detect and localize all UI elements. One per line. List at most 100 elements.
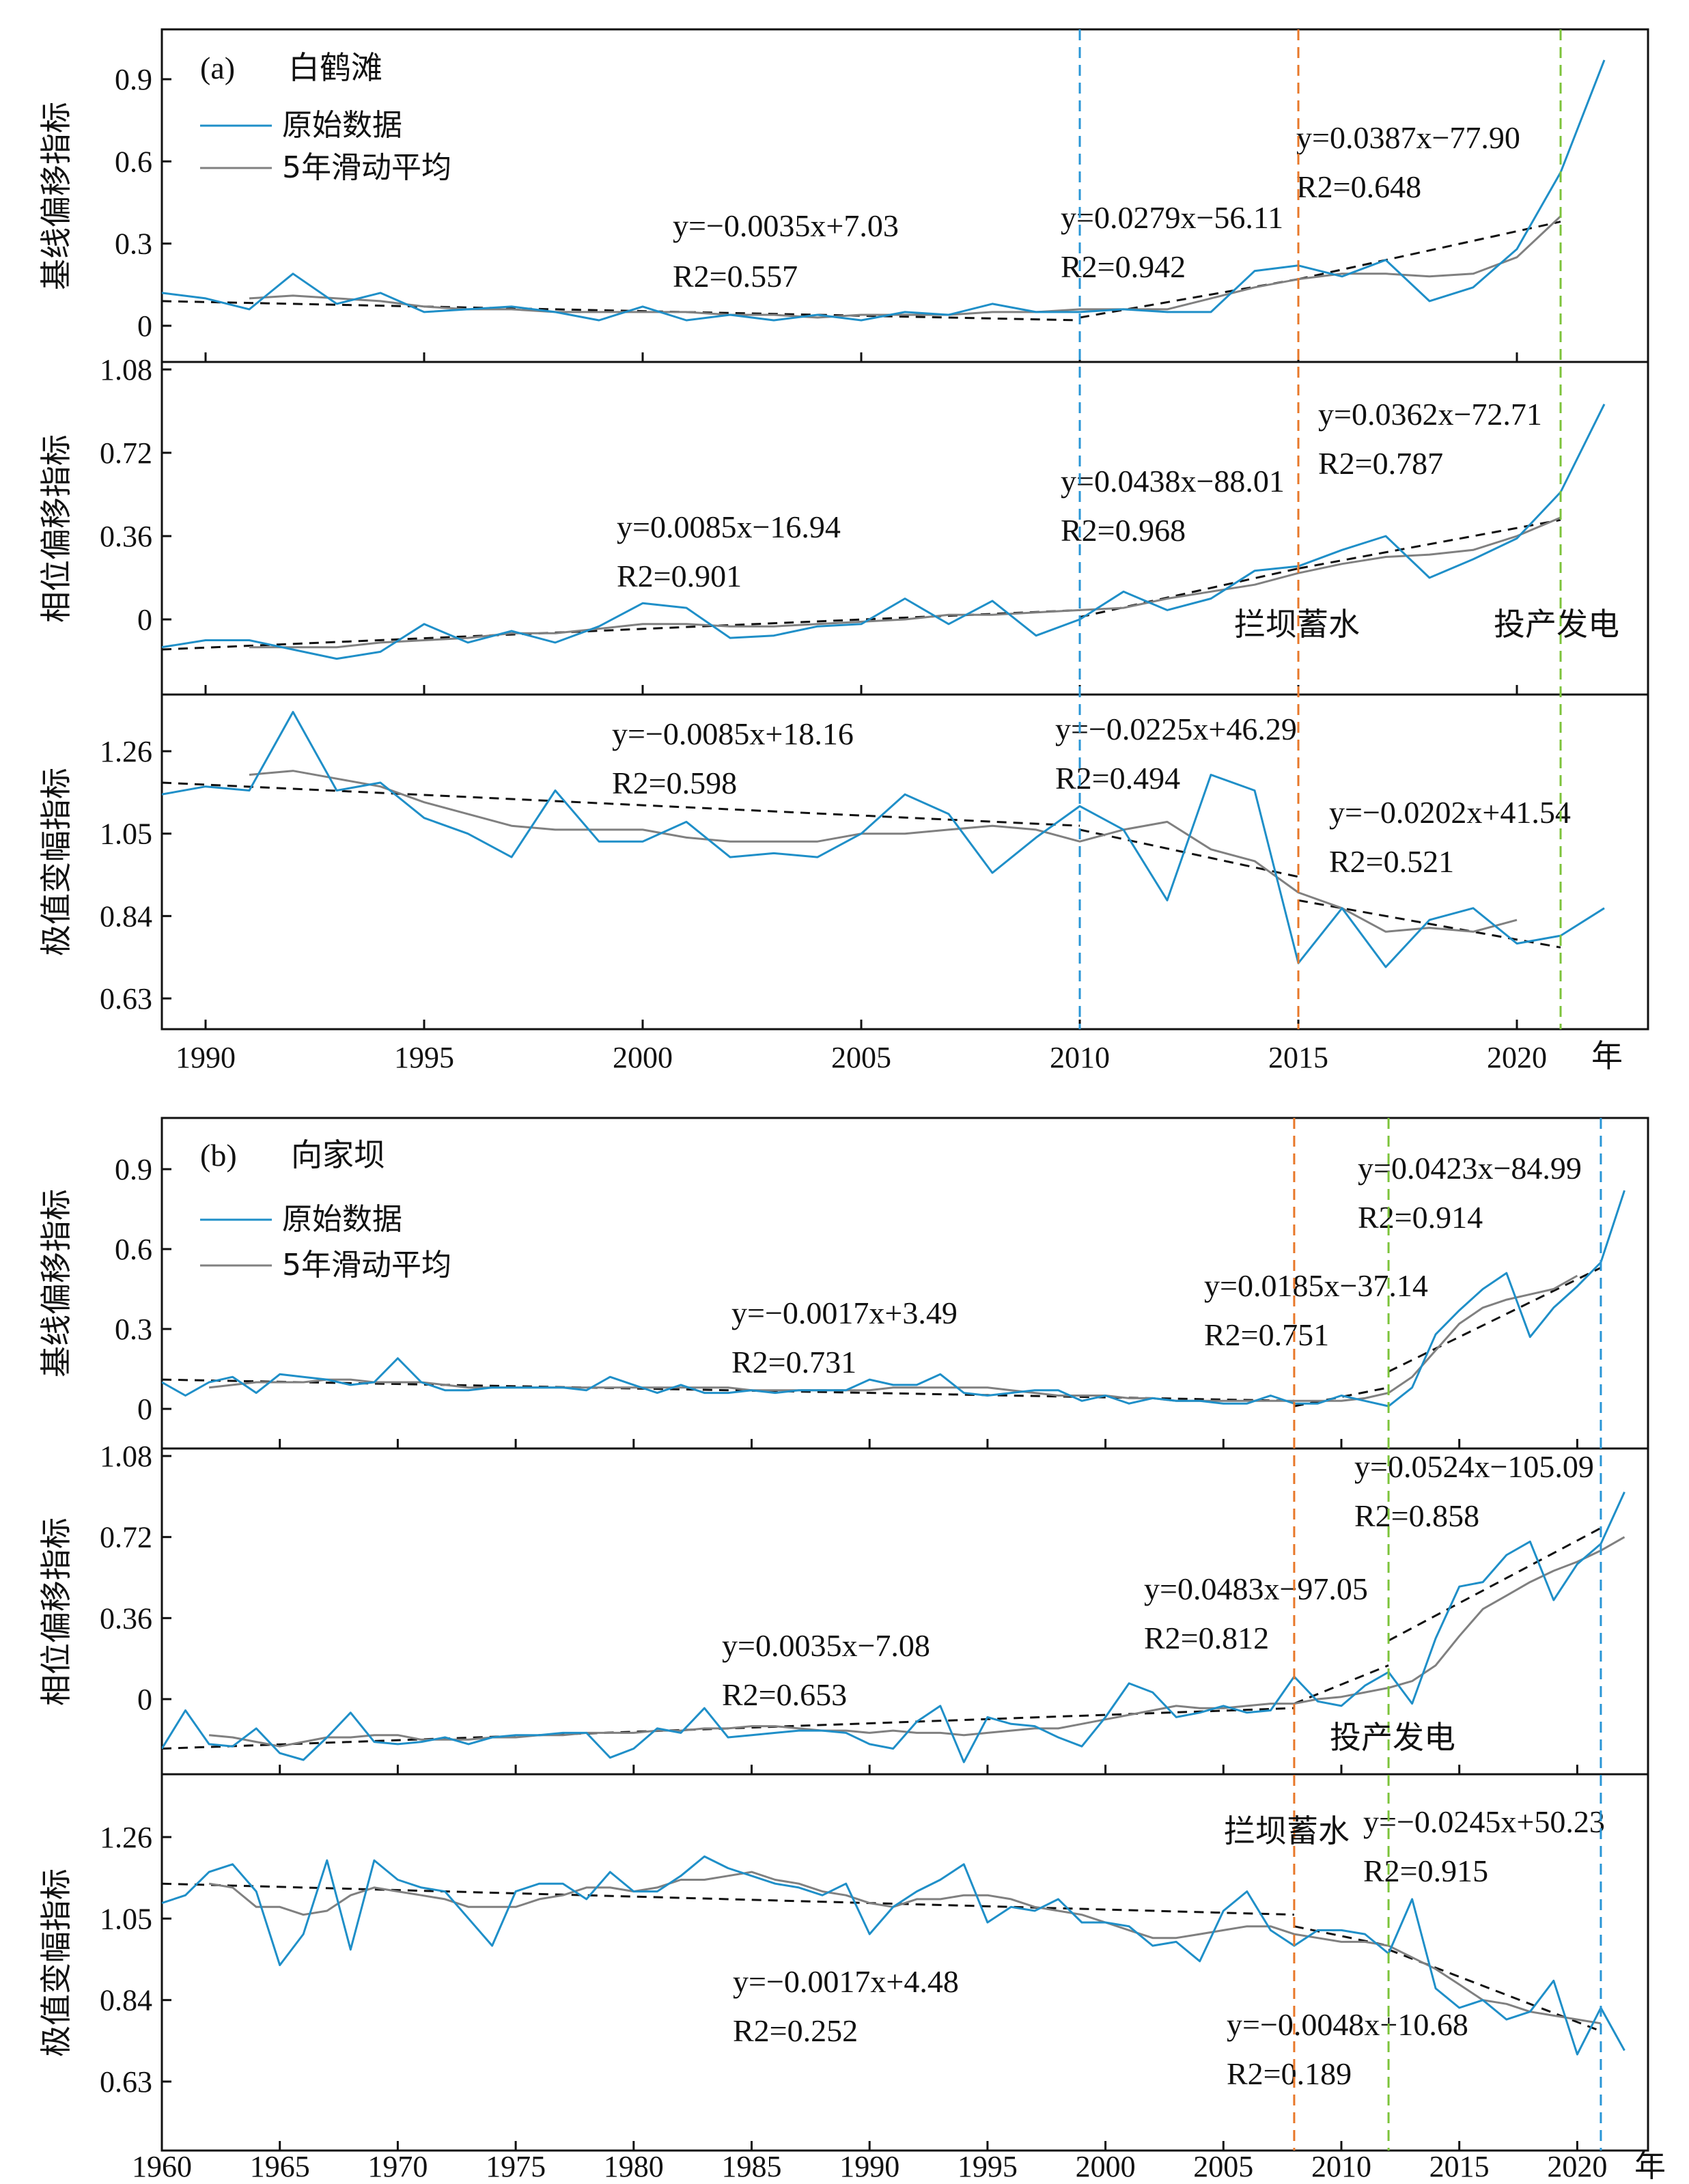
raw-data-line [162,1492,1625,1763]
chart-a-panel-phase: 0 0.36 0.72 1.08 相位偏移指标 y=0.0085x−16.94 R2=0… [38,353,1649,696]
y-axis-label: 极值变幅指标 [38,1868,74,2057]
y-axis-ticks: 0 0.36 0.72 1.08 [100,353,1518,695]
x-tick-label: 1960 [132,2150,192,2183]
trend-fit-lines [162,781,1561,949]
fit-r-squared: R2=0.598 [612,766,737,800]
y-axis-label: 极值变幅指标 [38,768,74,956]
chart-a: 0 0.3 0.6 0.9 基线偏移指标 y=−0.0035x+7.03 R2=0.55… [38,28,1649,1074]
y-tick-label: 0.36 [100,1601,152,1635]
y-tick-label: 1.26 [100,735,152,768]
trend-fit-line [1388,1527,1602,1642]
trend-fit-lines [162,1266,1602,1408]
series-lines [162,1855,1625,2056]
fit-equations: y=0.0085x−16.94 R2=0.901 y=0.0438x−88.01 R2… [617,397,1542,593]
x-tick-label: 2000 [1076,2150,1136,2183]
event-lines [1078,29,1562,1029]
fit-r-squared: R2=0.653 [722,1677,847,1712]
y-tick-label: 0 [137,603,152,636]
y-axis-label: 基线偏移指标 [38,102,74,290]
y-tick-label: 1.05 [100,1902,152,1935]
x-tick-label: 1965 [250,2150,310,2183]
y-tick-label: 0.36 [100,520,152,553]
moving-average-line [249,516,1561,649]
x-tick-label: 2020 [1547,2150,1607,2183]
y-axis-ticks: 0.63 0.84 1.05 1.26 [100,735,1518,1029]
y-axis-label: 相位偏移指标 [38,434,74,623]
y-tick-label: 1.05 [100,817,152,851]
fit-equation: y=−0.0048x+10.68 [1227,2007,1468,2042]
y-axis-ticks: 0 0.3 0.6 0.9 [115,63,1518,362]
panel-frame [160,693,1649,1031]
x-axis-unit: 年 [1591,1037,1623,1074]
trend-fit-line [1294,1664,1389,1705]
fit-r-squared: R2=0.942 [1061,249,1186,284]
fit-equation: y=−0.0202x+41.54 [1329,795,1571,830]
chart-b: 0 0.3 0.6 0.9 基线偏移指标 y=−0.0017x+3.49 R2=0.73… [38,1117,1666,2184]
legend: 原始数据 5年滑动平均 [200,1202,451,1283]
fit-r-squared: R2=0.521 [1329,844,1454,879]
chart-b-panel-phase: 0 0.36 0.72 1.08 相位偏移指标 y=0.0035x−7.08 R2=0.… [38,1440,1649,1776]
legend-raw-label: 原始数据 [282,1202,402,1237]
x-tick-label: 1975 [486,2150,546,2183]
y-tick-label: 0.63 [100,982,152,1016]
fit-r-squared: R2=0.858 [1354,1498,1479,1533]
fit-equation: y=−0.0035x+7.03 [673,208,899,243]
fit-r-squared: R2=0.494 [1055,761,1180,796]
fit-equation: y=0.0483x−97.05 [1144,1571,1368,1606]
fit-equations: y=−0.0035x+7.03 R2=0.557 y=0.0279x−56.11 R2… [673,120,1520,294]
trend-fit-line [1388,1266,1602,1373]
trend-fit-line [1298,518,1561,570]
x-tick-label: 2010 [1311,2150,1371,2183]
fit-equation: y=0.0035x−7.08 [722,1628,930,1663]
x-tick-label: 2015 [1429,2150,1490,2183]
chart-b-panel-extreme: 0.63 0.84 1.05 1.26 极值变幅指标 y=−0.0017x+4.48 R… [38,1773,1649,2152]
fit-r-squared: R2=0.751 [1204,1317,1329,1352]
trend-fit-line [1298,221,1561,281]
fit-r-squared: R2=0.968 [1061,513,1186,548]
moving-average-line [249,770,1518,933]
trend-fit-line [162,1378,1294,1402]
y-tick-label: 0.72 [100,1521,152,1554]
panel-label: (b) [200,1138,237,1173]
raw-data-line [162,1855,1625,2056]
x-tick-label: 2020 [1487,1041,1547,1074]
y-tick-label: 0.3 [115,1313,152,1346]
y-axis-label: 基线偏移指标 [38,1189,74,1377]
fit-equation: y=−0.0245x+50.23 [1363,1804,1605,1839]
trend-fit-line [1079,828,1299,878]
event-lines [1293,1118,1602,2151]
fit-equations: y=−0.0085x+18.16 R2=0.598 y=−0.0225x+46.29… [612,712,1571,879]
y-tick-label: 1.26 [100,1821,152,1854]
chart-a-panel-baseline: 0 0.3 0.6 0.9 基线偏移指标 y=−0.0035x+7.03 R2=0.55… [38,28,1649,363]
fit-equations: y=−0.0017x+3.49 R2=0.731 y=0.0185x−37.14 R2… [731,1151,1582,1380]
series-lines [162,404,1606,660]
x-axis-unit: 年 [1634,2147,1666,2184]
series-lines [162,711,1605,968]
fit-equation: y=0.0279x−56.11 [1061,200,1283,235]
series-lines [162,1190,1625,1408]
trend-fit-line [162,300,1080,322]
fit-equations: y=−0.0017x+4.48 R2=0.252 y=−0.0048x+10.68 R… [733,1804,1605,2091]
y-axis-ticks: 0 0.3 0.6 0.9 [115,1153,1578,1448]
y-axis-ticks: 0 0.36 0.72 1.08 [100,1440,1578,1774]
fit-r-squared: R2=0.557 [673,259,798,294]
fit-r-squared: R2=0.189 [1227,2056,1352,2091]
fit-equation: y=0.0362x−72.71 [1318,397,1542,432]
y-tick-label: 0.84 [100,1984,152,2017]
x-tick-label: 1990 [839,2150,899,2183]
fit-equation: y=−0.0225x+46.29 [1055,712,1297,746]
y-tick-label: 0.72 [100,436,152,470]
legend: 原始数据 5年滑动平均 [200,108,451,185]
raw-data-line [162,711,1605,968]
x-tick-label: 2000 [613,1041,673,1074]
event-label-dam-storage: 拦坝蓄水 [1234,606,1360,643]
fit-r-squared: R2=0.915 [1363,1853,1488,1888]
raw-data-line [162,404,1606,660]
fit-r-squared: R2=0.731 [731,1345,856,1380]
legend-ma-label: 5年滑动平均 [282,150,451,185]
x-tick-label: 2005 [831,1041,891,1074]
fit-equations: y=0.0035x−7.08 R2=0.653 y=0.0483x−97.05 R2=… [722,1449,1594,1712]
y-tick-label: 0 [137,309,152,343]
legend-ma-label: 5年滑动平均 [282,1248,451,1283]
y-tick-label: 0.63 [100,2065,152,2099]
